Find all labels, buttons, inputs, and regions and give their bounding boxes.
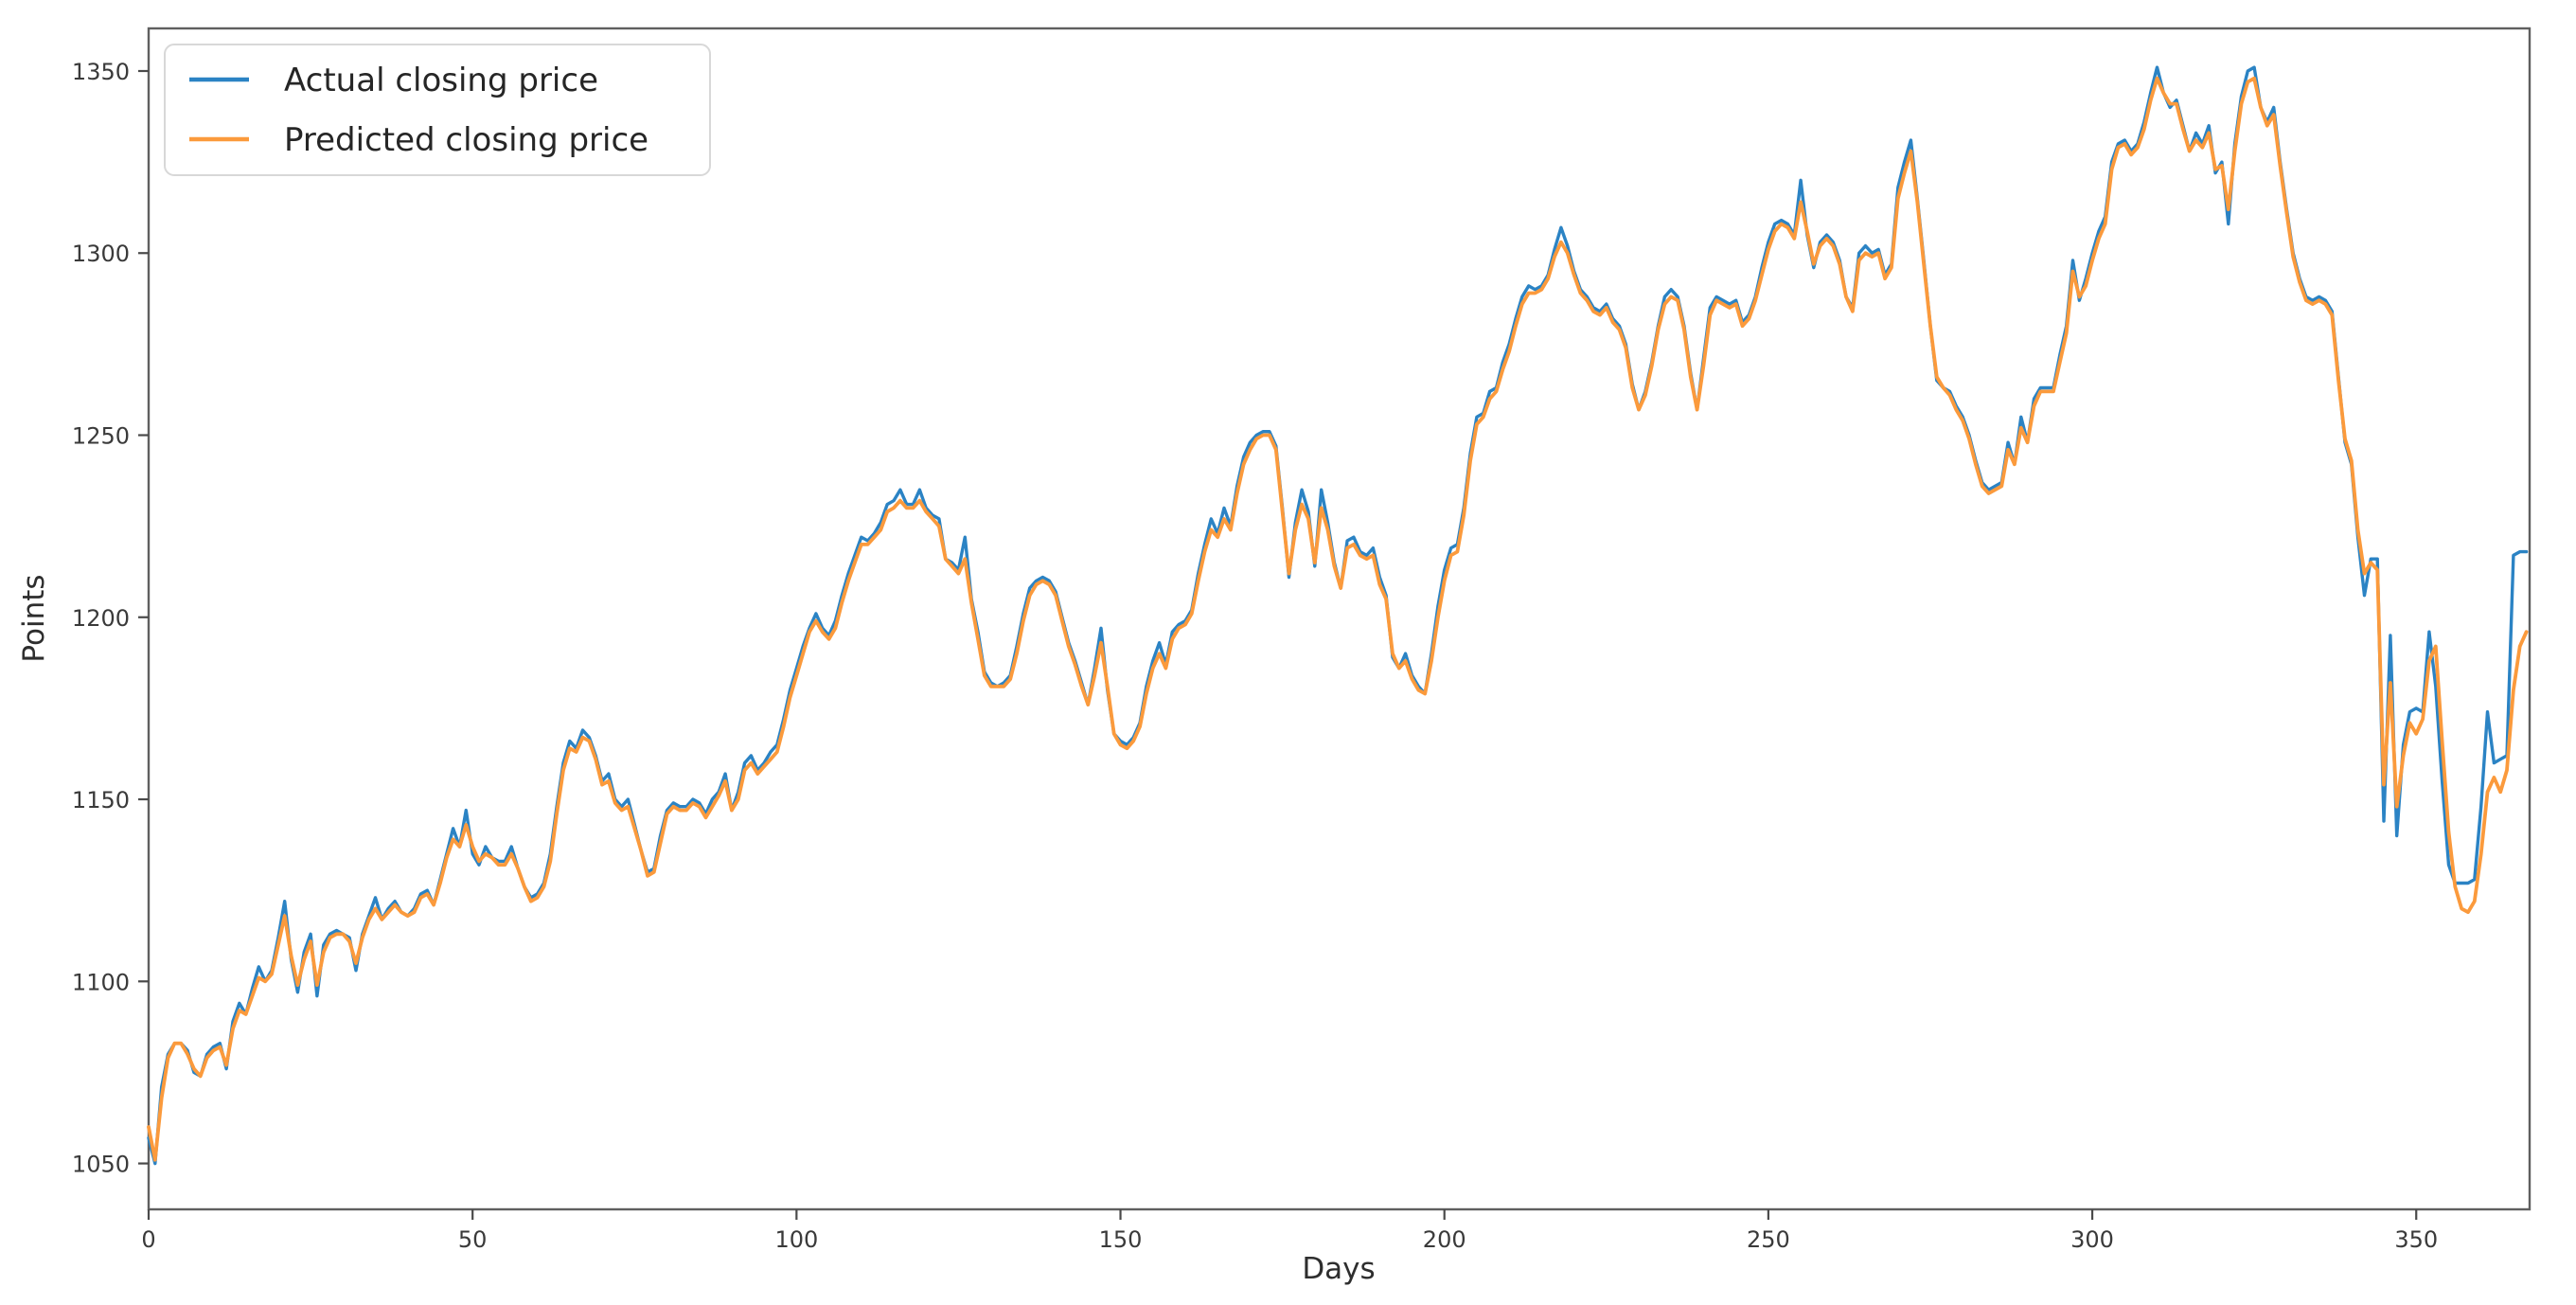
y-tick-label: 1200 (72, 605, 130, 632)
legend: Actual closing price Predicted closing p… (164, 44, 711, 176)
y-tick-label: 1350 (72, 59, 130, 85)
x-tick-label: 100 (774, 1226, 818, 1253)
legend-box (164, 44, 711, 176)
y-tick-label: 1150 (72, 787, 130, 813)
x-tick-label: 200 (1423, 1226, 1466, 1253)
legend-label-actual: Actual closing price (284, 62, 598, 99)
y-axis-ticks: 1050 1100 1150 1200 1250 1300 1350 (72, 59, 149, 1178)
actual-series-line (147, 65, 2529, 1166)
x-tick-label: 50 (458, 1226, 488, 1253)
x-tick-label: 300 (2070, 1226, 2114, 1253)
y-tick-label: 1300 (72, 241, 130, 267)
x-tick-label: 350 (2394, 1226, 2438, 1253)
legend-label-predicted: Predicted closing price (284, 121, 648, 159)
predicted-series-line (147, 76, 2529, 1162)
x-tick-label: 0 (141, 1226, 155, 1253)
y-tick-label: 1250 (72, 423, 130, 450)
x-axis-label: Days (1302, 1252, 1375, 1286)
y-tick-label: 1050 (72, 1152, 130, 1178)
y-tick-label: 1100 (72, 969, 130, 995)
series-layer (147, 65, 2529, 1166)
plot-area-border (147, 27, 2532, 1211)
y-axis-label: Points (17, 574, 51, 662)
x-tick-label: 150 (1099, 1226, 1143, 1253)
x-tick-label: 250 (1747, 1226, 1790, 1253)
x-axis-ticks: 0 50 100 150 200 250 300 350 (141, 1209, 2438, 1253)
